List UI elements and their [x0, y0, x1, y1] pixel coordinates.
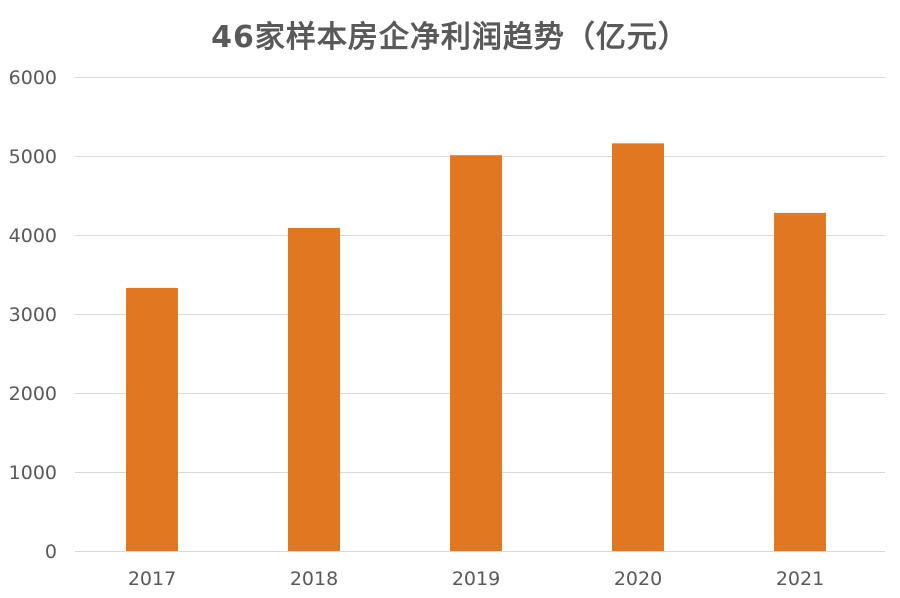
chart-title: 46家样本房企净利润趋势（亿元）	[211, 20, 689, 55]
x-tick-label: 2020	[614, 568, 662, 590]
y-tick-label: 1000	[9, 462, 57, 484]
bar-2018	[288, 227, 340, 551]
y-tick-label: 3000	[9, 304, 57, 326]
x-tick-label: 2019	[452, 568, 500, 590]
y-tick-label: 0	[45, 541, 57, 563]
y-tick-label: 5000	[9, 146, 57, 168]
x-tick-label: 2021	[776, 568, 824, 590]
x-tick-label: 2018	[290, 568, 338, 590]
bar-2020	[612, 143, 664, 552]
bar-2021	[774, 212, 826, 551]
y-tick-label: 2000	[9, 383, 57, 405]
y-tick-label: 6000	[9, 67, 57, 89]
y-tick-label: 4000	[9, 225, 57, 247]
bar-2019	[450, 155, 502, 551]
x-tick-label: 2017	[128, 568, 176, 590]
y-axis-ticks: 0 1000 2000 3000 4000 5000 6000	[9, 67, 57, 563]
x-axis-ticks: 2017 2018 2019 2020 2021	[128, 568, 824, 590]
bar-2017	[126, 287, 178, 551]
bars	[126, 143, 826, 552]
